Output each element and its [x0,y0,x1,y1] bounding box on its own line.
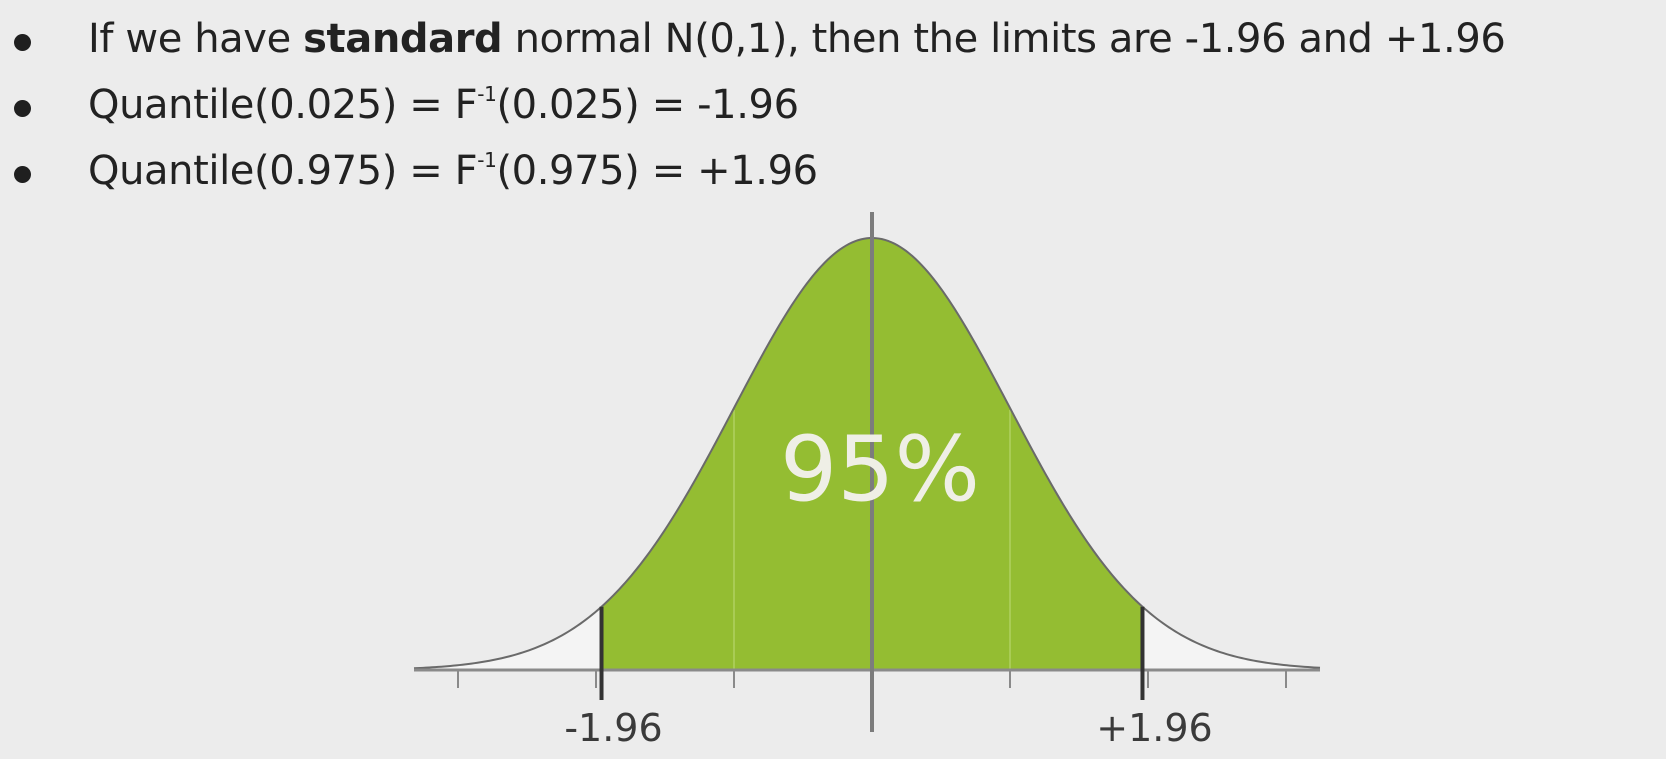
bullet-text-post: (0.975) = +1.96 [496,148,818,194]
inner-gridlines [733,409,1011,670]
bullet-text-superscript: -1 [477,81,497,106]
bullet-quantile-upper: Quantile(0.975) = F-1(0.975) = +1.96 [0,138,1666,204]
bullet-text: Quantile(0.025) = F-1(0.025) = -1.96 [88,72,799,138]
x-axis-ticks [457,670,1287,688]
bullet-text: Quantile(0.975) = F-1(0.975) = +1.96 [88,138,818,204]
bullet-text: If we have standard normal N(0,1), then … [88,6,1506,72]
bullet-text-post: (0.025) = -1.96 [496,82,799,128]
bullet-text-pre: If we have [88,16,304,62]
bullet-text-superscript: -1 [477,147,497,172]
bullet-text-pre: Quantile(0.975) = F [88,148,478,194]
area-percent-label: 95% [780,417,980,522]
bullet-dot-icon [14,100,31,117]
bullet-list: If we have standard normal N(0,1), then … [0,6,1666,204]
density-curve [413,237,1321,670]
upper-limit-label: +1.96 [1096,706,1212,750]
lower-limit-label: -1.96 [564,706,662,750]
bullet-text-bold: standard [303,16,503,62]
bullet-text-pre: Quantile(0.025) = F [88,82,478,128]
bullet-quantile-lower: Quantile(0.025) = F-1(0.025) = -1.96 [0,72,1666,138]
bullet-dot-icon [14,166,31,183]
bullet-text-post: normal N(0,1), then the limits are -1.96… [502,16,1506,62]
bullet-dot-icon [14,34,31,51]
bullet-standard-normal-limits: If we have standard normal N(0,1), then … [0,6,1666,72]
